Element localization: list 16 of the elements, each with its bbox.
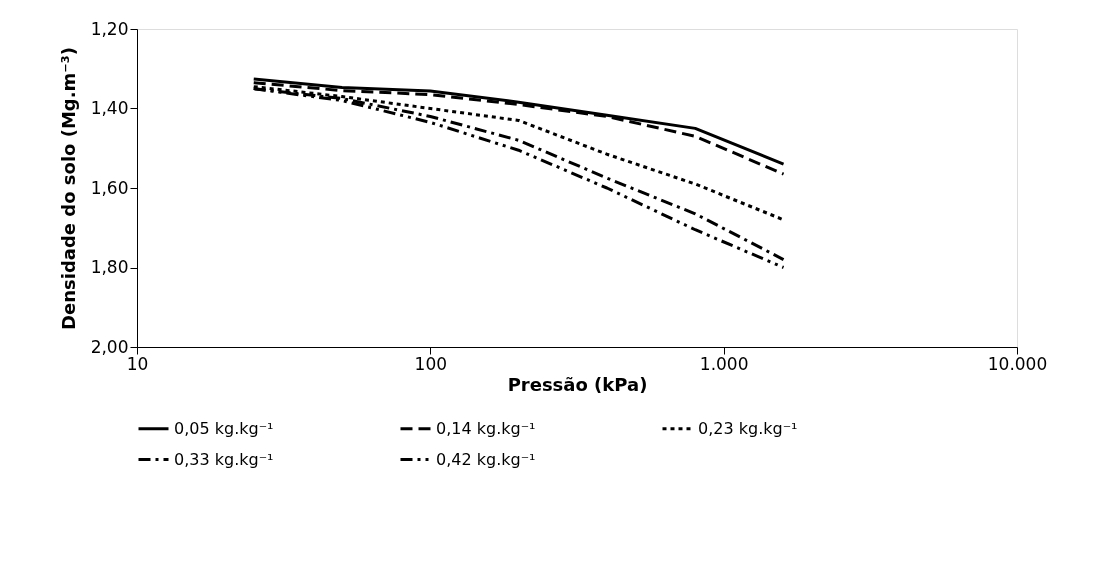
x-tick-label: 10.000 bbox=[987, 353, 1048, 374]
y-tick-label: 1,40 bbox=[90, 98, 129, 118]
y-tick-label: 1,80 bbox=[90, 257, 129, 277]
x-tick-label: 100 bbox=[414, 353, 448, 374]
x-tick-label: 1.000 bbox=[699, 353, 749, 374]
legend-label: 0,23 kg.kg⁻¹ bbox=[698, 418, 798, 438]
x-tick-label: 10 bbox=[126, 353, 149, 374]
x-axis-title: Pressão (kPa) bbox=[507, 373, 648, 395]
y-tick-label: 2,00 bbox=[90, 336, 129, 357]
legend-label: 0,42 kg.kg⁻¹ bbox=[436, 449, 536, 469]
y-axis-title: Densidade do solo (Mg.m⁻³) bbox=[57, 47, 79, 330]
y-tick-label: 1,20 bbox=[90, 18, 129, 39]
legend-label: 0,14 kg.kg⁻¹ bbox=[436, 418, 536, 438]
y-tick-label: 1,60 bbox=[90, 177, 129, 198]
legend-label: 0,33 kg.kg⁻¹ bbox=[174, 449, 274, 469]
legend-label: 0,05 kg.kg⁻¹ bbox=[174, 418, 274, 438]
